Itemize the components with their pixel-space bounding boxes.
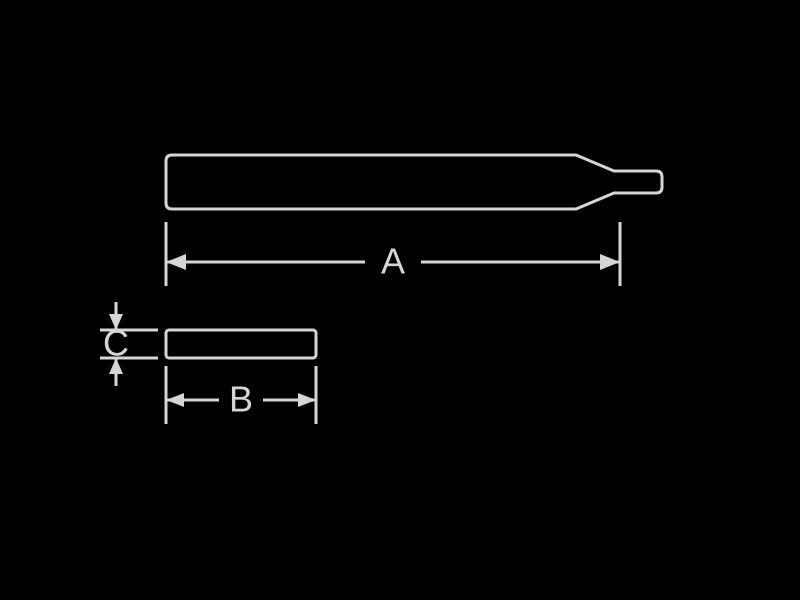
arrowhead-icon (166, 254, 186, 270)
large-shape (166, 155, 662, 209)
dim-c-label: C (103, 323, 129, 364)
small-shape (166, 330, 316, 358)
technical-diagram: A B C (0, 0, 800, 600)
dim-b-label: B (229, 379, 253, 420)
arrowhead-icon (166, 393, 184, 407)
arrowhead-icon (600, 254, 620, 270)
arrowhead-icon (298, 393, 316, 407)
dim-a-label: A (381, 241, 405, 282)
